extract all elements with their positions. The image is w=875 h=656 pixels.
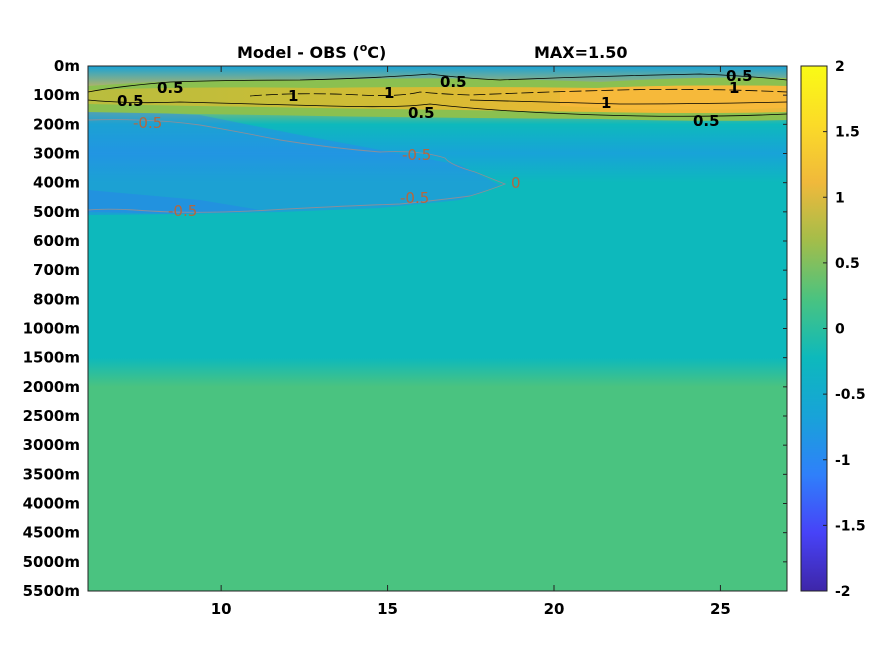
- y-tick-label: 4500m: [23, 524, 80, 542]
- y-tick-label: 600m: [33, 232, 80, 250]
- y-tick-label: 400m: [33, 174, 80, 192]
- colorbar-tick-label: -2: [835, 584, 851, 600]
- y-tick-label: 100m: [33, 86, 80, 104]
- y-tick-label: 500m: [33, 203, 80, 221]
- y-tick-label: 200m: [33, 115, 80, 133]
- contour-label: 0.5: [440, 73, 467, 91]
- colorbar-ticks: 2 1.5 1 0.5 0 -0.5 -1 -1.5 -2: [823, 59, 866, 600]
- y-tick-label: 2000m: [23, 378, 80, 396]
- contour-label: 0: [511, 174, 521, 192]
- y-tick-label: 800m: [33, 290, 80, 308]
- contour-0.5-lower: [88, 99, 787, 117]
- colorbar-tick-label: 0: [835, 322, 845, 338]
- y-tick-label: 1500m: [23, 349, 80, 367]
- contour-1-upper: [249, 88, 787, 97]
- colorbar-tick-label: -1: [835, 453, 851, 469]
- contour-label: 0.5: [117, 92, 144, 110]
- heatmap-background: [88, 66, 787, 591]
- contour-label: 1: [729, 79, 739, 97]
- y-axis: 0m 100m 200m 300m 400m 500m 600m 700m 800m 1000m 1…: [23, 57, 787, 600]
- x-axis: 10 15 20 25: [211, 66, 731, 618]
- y-tick-label: 1000m: [23, 320, 80, 338]
- contour-1-lower: [469, 99, 787, 105]
- x-tick-label: 20: [544, 600, 565, 618]
- x-tick-label: 15: [377, 600, 398, 618]
- contour-neg-0.5: [88, 119, 507, 213]
- contour-label: -0.5: [133, 114, 162, 132]
- negative-anomaly-west: [88, 190, 260, 215]
- contour-label: 1: [384, 84, 394, 102]
- x-tick-label: 25: [710, 600, 731, 618]
- y-tick-label: 3000m: [23, 436, 80, 454]
- x-tick-label: 10: [211, 600, 232, 618]
- colorbar-tick-label: 0.5: [835, 256, 860, 272]
- y-tick-label: 700m: [33, 261, 80, 279]
- colorbar-tick-label: -1.5: [835, 518, 866, 534]
- heatmap-field: 0.5 0.5 1 1 0.5 0.5 0.5 1 1 0.5 -0.5 -0.…: [88, 66, 787, 591]
- contour-label: -0.5: [402, 146, 431, 164]
- y-tick-label: 4000m: [23, 495, 80, 513]
- contour-label: 0.5: [408, 104, 435, 122]
- contour-label: 1: [288, 87, 298, 105]
- contour-label: -0.5: [168, 202, 197, 220]
- contour-label: 0.5: [726, 67, 753, 85]
- y-tick-label: 3500m: [23, 465, 80, 483]
- colorbar-tick-label: 2: [835, 59, 845, 75]
- negative-anomaly-core: [88, 110, 500, 214]
- y-tick-label: 300m: [33, 145, 80, 163]
- colorbar-tick-label: 1.5: [835, 125, 860, 141]
- contour-0.5-upper: [88, 73, 787, 93]
- contour-label: 0.5: [693, 112, 720, 130]
- y-tick-label: 5000m: [23, 553, 80, 571]
- colorbar: [800, 65, 828, 592]
- chart-title: Model - OBS (oC): [237, 41, 386, 62]
- colorbar-tick-label: -0.5: [835, 387, 866, 403]
- colorbar-tick-label: 1: [835, 190, 845, 206]
- y-tick-label: 2500m: [23, 407, 80, 425]
- contour-label: 0.5: [157, 79, 184, 97]
- max-value-label: MAX=1.50: [534, 43, 628, 62]
- y-tick-label: 0m: [54, 57, 80, 75]
- contour-label: -0.5: [400, 189, 429, 207]
- y-tick-label: 5500m: [23, 582, 80, 600]
- contour-label: 1: [601, 94, 611, 112]
